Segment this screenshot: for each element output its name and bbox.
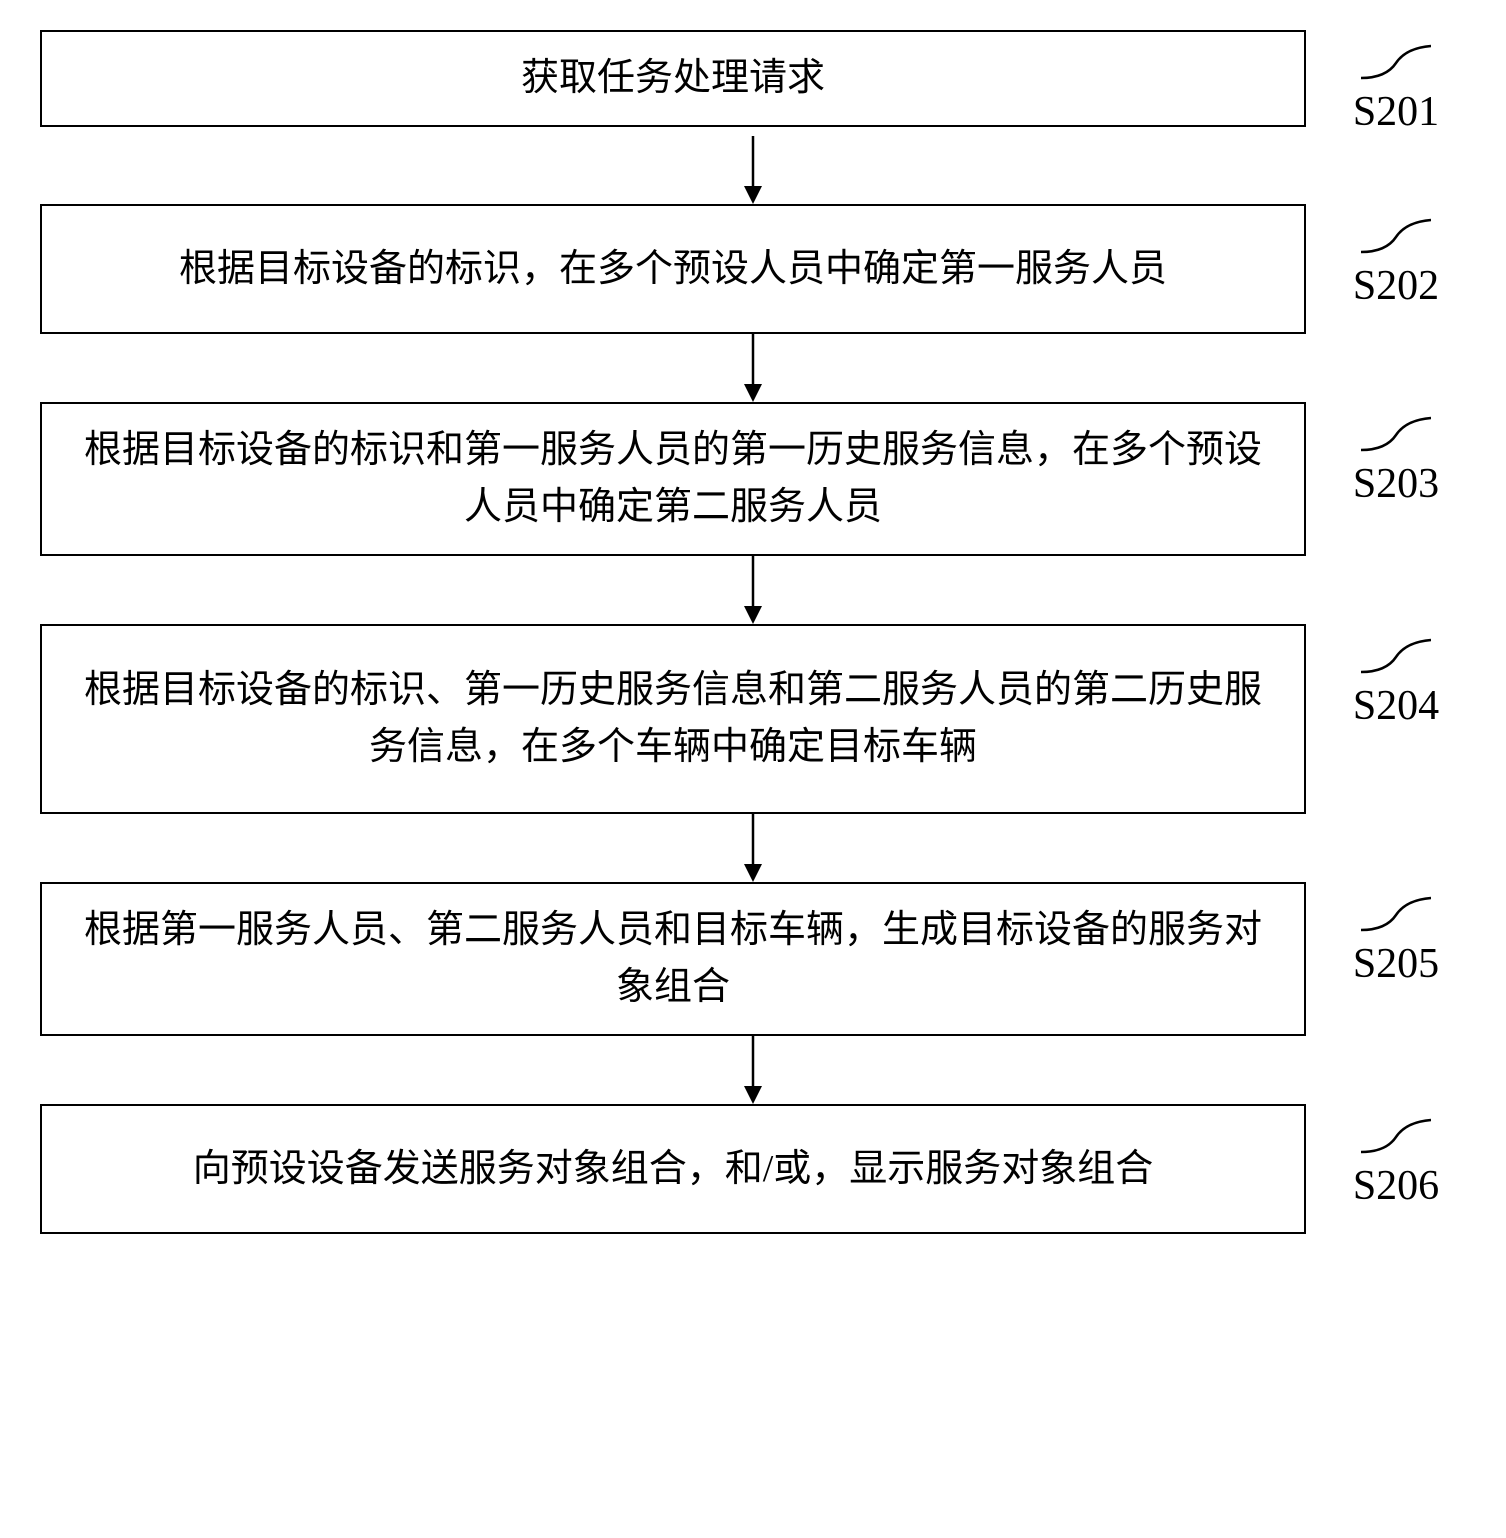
connector-curve-icon — [1361, 410, 1431, 460]
process-box-s205: 根据第一服务人员、第二服务人员和目标车辆，生成目标设备的服务对象组合 — [40, 882, 1306, 1036]
step-row: 根据第一服务人员、第二服务人员和目标车辆，生成目标设备的服务对象组合 S205 — [40, 882, 1466, 1036]
connector-curve-icon — [1361, 632, 1431, 682]
connector-curve-icon — [1361, 1112, 1431, 1162]
step-label: S201 — [1353, 88, 1439, 136]
step-row: 根据目标设备的标识、第一历史服务信息和第二服务人员的第二历史服务信息，在多个车辆… — [40, 624, 1466, 814]
label-container: S204 — [1326, 624, 1466, 730]
process-box-s204: 根据目标设备的标识、第一历史服务信息和第二服务人员的第二历史服务信息，在多个车辆… — [40, 624, 1306, 814]
step-label: S202 — [1353, 262, 1439, 310]
label-container: S201 — [1326, 30, 1466, 136]
arrow-icon — [738, 334, 768, 402]
step-row: 根据目标设备的标识和第一服务人员的第一历史服务信息，在多个预设人员中确定第二服务… — [40, 402, 1466, 556]
connector-curve-icon — [1361, 38, 1431, 88]
process-box-s203: 根据目标设备的标识和第一服务人员的第一历史服务信息，在多个预设人员中确定第二服务… — [40, 402, 1306, 556]
process-box-s206: 向预设设备发送服务对象组合，和/或，显示服务对象组合 — [40, 1104, 1306, 1234]
arrow-icon — [738, 1036, 768, 1104]
process-box-s202: 根据目标设备的标识，在多个预设人员中确定第一服务人员 — [40, 204, 1306, 334]
flowchart-container: 获取任务处理请求 S201 根据目标设备的标识，在多个预设人员中确定第一服务人员… — [40, 30, 1466, 1234]
step-row: 获取任务处理请求 S201 — [40, 30, 1466, 136]
connector-curve-icon — [1361, 890, 1431, 940]
arrow-icon — [738, 814, 768, 882]
arrow-icon — [738, 556, 768, 624]
label-container: S206 — [1326, 1104, 1466, 1210]
step-label: S204 — [1353, 682, 1439, 730]
process-box-s201: 获取任务处理请求 — [40, 30, 1306, 127]
box-text: 获取任务处理请求 — [521, 50, 825, 107]
step-label: S206 — [1353, 1162, 1439, 1210]
box-text: 根据目标设备的标识，在多个预设人员中确定第一服务人员 — [179, 241, 1167, 298]
connector-curve-icon — [1361, 212, 1431, 262]
label-container: S202 — [1326, 204, 1466, 310]
step-row: 向预设设备发送服务对象组合，和/或，显示服务对象组合 S206 — [40, 1104, 1466, 1234]
box-text: 根据目标设备的标识和第一服务人员的第一历史服务信息，在多个预设人员中确定第二服务… — [70, 422, 1276, 536]
step-row: 根据目标设备的标识，在多个预设人员中确定第一服务人员 S202 — [40, 204, 1466, 334]
step-label: S205 — [1353, 940, 1439, 988]
box-text: 根据目标设备的标识、第一历史服务信息和第二服务人员的第二历史服务信息，在多个车辆… — [70, 662, 1276, 776]
step-label: S203 — [1353, 460, 1439, 508]
arrow-icon — [738, 136, 768, 204]
label-container: S205 — [1326, 882, 1466, 988]
box-text: 根据第一服务人员、第二服务人员和目标车辆，生成目标设备的服务对象组合 — [70, 902, 1276, 1016]
box-text: 向预设设备发送服务对象组合，和/或，显示服务对象组合 — [193, 1141, 1154, 1198]
label-container: S203 — [1326, 402, 1466, 508]
